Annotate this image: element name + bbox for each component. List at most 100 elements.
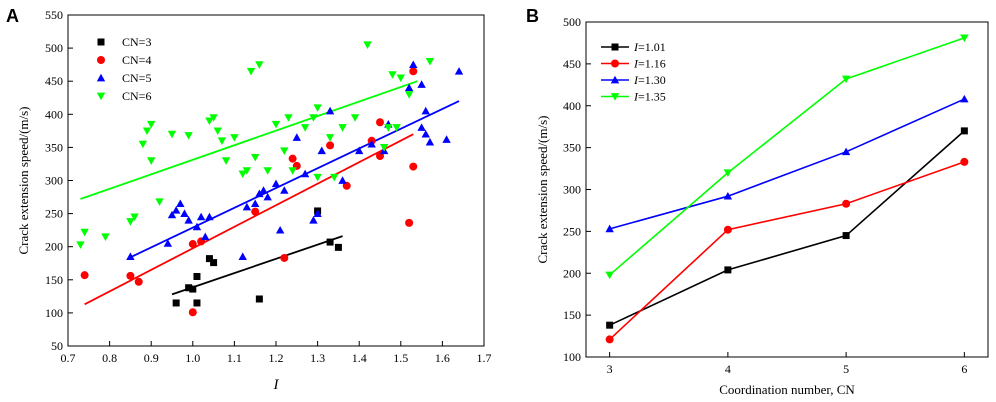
data-point-cn5 [201, 232, 210, 241]
data-point-cn5 [425, 137, 435, 146]
y-tick-label: 200 [563, 266, 581, 280]
legend-prefix: I [633, 57, 639, 71]
data-point-cn6 [76, 241, 85, 249]
legend-value: =1.35 [638, 90, 666, 104]
data-point-cn6 [130, 213, 139, 222]
y-tick-label: 300 [45, 174, 63, 188]
data-point-1 [842, 199, 851, 208]
legend-label: CN=3 [122, 35, 151, 49]
data-point-cn5 [313, 209, 322, 217]
data-point-cn5 [259, 186, 268, 194]
data-point-0 [606, 321, 614, 329]
data-point-cn6 [350, 114, 360, 122]
data-point-cn6 [263, 167, 272, 175]
data-point-cn5 [292, 133, 301, 141]
x-tick-label: 3 [607, 362, 613, 376]
data-point-cn5 [421, 106, 430, 115]
data-point-cn6 [246, 67, 256, 76]
x-axis-label: I [273, 377, 280, 393]
data-point-cn6 [142, 127, 152, 136]
legend: I=1.01I=1.16I=1.30I=1.35 [601, 40, 666, 104]
x-tick-label: 1.7 [477, 351, 492, 365]
data-point-cn4 [326, 141, 335, 150]
y-tick-label: 200 [45, 240, 63, 254]
data-point-cn4 [280, 253, 289, 262]
data-point-cn6 [288, 167, 297, 175]
legend-value: =1.16 [638, 57, 666, 71]
legend-label: CN=4 [122, 53, 151, 67]
data-point-1 [605, 335, 614, 344]
legend-label: I=1.35 [633, 90, 666, 104]
data-point-cn5 [417, 80, 426, 88]
data-point-cn6 [300, 124, 310, 132]
data-point-cn6 [392, 124, 401, 132]
data-point-cn4 [288, 154, 297, 163]
data-point-cn5 [171, 206, 181, 214]
data-point-cn6 [251, 153, 260, 162]
data-point-3 [723, 169, 733, 177]
data-point-cn6 [209, 114, 218, 122]
data-point-cn5 [409, 60, 418, 69]
y-axis-label: Crack extension speed/(m/s) [535, 115, 550, 263]
y-tick-label: 150 [563, 308, 581, 322]
data-point-cn6 [213, 127, 222, 136]
y-tick-label: 250 [563, 224, 581, 238]
data-point-cn5 [309, 216, 318, 224]
data-point-cn5 [205, 212, 214, 221]
data-point-cn6 [205, 117, 214, 126]
legend-marker [97, 56, 105, 64]
data-point-cn5 [242, 202, 252, 211]
data-point-cn5 [442, 135, 451, 143]
data-point-cn5 [404, 83, 414, 92]
data-point-cn5 [126, 252, 135, 260]
data-point-cn5 [180, 209, 189, 217]
data-point-cn3 [193, 299, 201, 307]
legend-marker [96, 73, 106, 82]
data-point-3 [605, 271, 614, 280]
data-point-cn6 [126, 218, 135, 226]
data-point-0 [724, 266, 732, 274]
data-point-cn5 [163, 239, 173, 247]
data-point-cn5 [280, 186, 289, 194]
fit-line-cn6 [80, 80, 418, 200]
y-tick-label: 500 [45, 41, 63, 55]
data-point-cn5 [196, 212, 206, 221]
y-tick-label: 550 [45, 8, 63, 22]
x-tick-label: 0.8 [102, 351, 117, 365]
data-point-cn6 [284, 114, 293, 122]
x-tick-label: 1.3 [310, 351, 325, 365]
x-tick-label: 1.5 [393, 351, 408, 365]
data-point-cn5 [263, 192, 272, 201]
legend-value: =1.01 [638, 40, 666, 54]
data-point-cn5 [275, 225, 285, 234]
data-point-cn6 [155, 198, 164, 206]
data-point-3 [960, 34, 969, 43]
data-point-cn5 [255, 189, 264, 198]
data-point-cn5 [355, 146, 364, 155]
data-point-cn5 [317, 146, 326, 155]
y-tick-label: 400 [563, 99, 581, 113]
y-tick-label: 100 [563, 350, 581, 364]
data-point-cn4 [126, 271, 135, 280]
x-axis-label: Coordination number, CN [719, 382, 855, 397]
x-tick-label: 0.9 [144, 351, 159, 365]
panel-b: B 3 4 5 6 100 150 200 250 300 350 400 450 500 Coordina… [526, 6, 989, 397]
series-line-1 [609, 161, 965, 340]
data-point-cn6 [425, 57, 435, 66]
data-point-cn3 [185, 284, 193, 292]
legend-label: I=1.30 [633, 73, 666, 87]
fit-line-cn5 [130, 100, 460, 259]
data-point-cn6 [255, 61, 264, 69]
fit-line-cn3 [171, 235, 343, 296]
y-axis-label: Crack extension speed/(m/s) [16, 106, 31, 254]
data-point-cn6 [396, 74, 405, 83]
data-point-cn4 [376, 118, 384, 127]
data-point-cn6 [338, 124, 347, 132]
x-tick-label: 1.0 [185, 351, 200, 365]
data-point-cn6 [388, 71, 397, 79]
data-point-2 [723, 192, 733, 200]
data-point-cn6 [330, 173, 339, 182]
y-tick-label: 150 [45, 273, 63, 287]
data-point-cn5 [300, 169, 310, 178]
